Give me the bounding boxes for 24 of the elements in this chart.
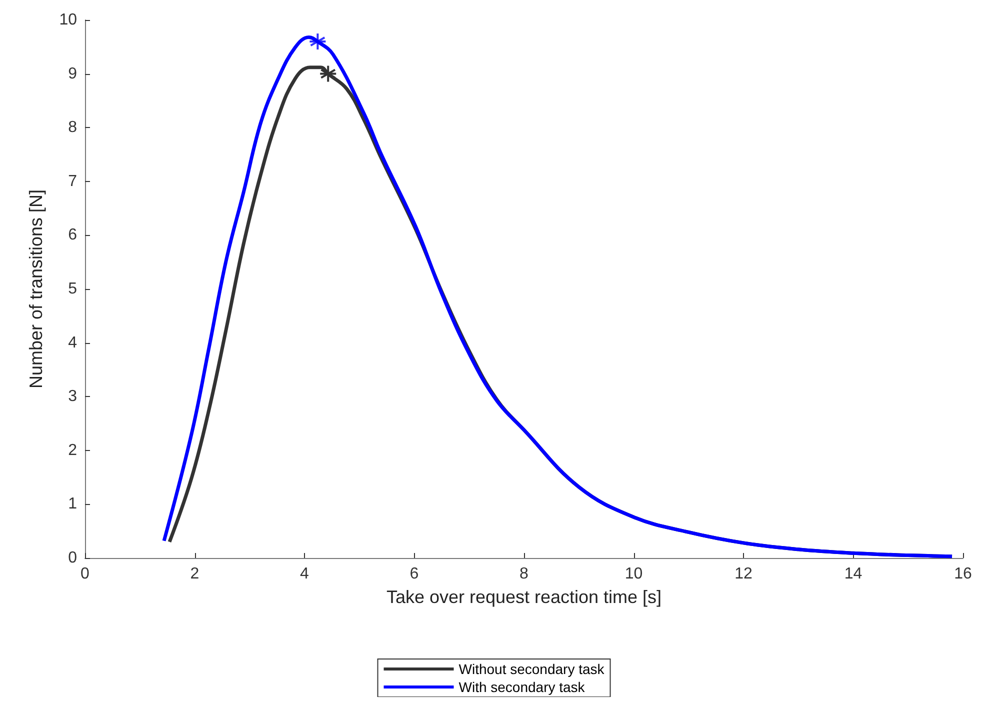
y-tick-label: 8 bbox=[68, 119, 78, 136]
x-tick-label: 6 bbox=[410, 566, 419, 582]
y-tick-label: 10 bbox=[59, 12, 78, 28]
y-tick-label: 1 bbox=[68, 496, 78, 513]
legend-label: Without secondary task bbox=[458, 661, 606, 677]
x-tick-label: 4 bbox=[300, 566, 310, 582]
y-tick-label: 7 bbox=[68, 172, 78, 190]
legend-label: With secondary task bbox=[458, 679, 586, 695]
x-tick-label: 12 bbox=[734, 566, 752, 582]
y-tick-label: 9 bbox=[68, 65, 78, 82]
x-tick-label: 10 bbox=[624, 566, 643, 582]
y-tick-label: 5 bbox=[68, 280, 78, 298]
y-tick-label: 4 bbox=[68, 334, 78, 352]
y-axis-title: Number of transitions [N] bbox=[26, 189, 46, 389]
x-axis-title: Take over request reaction time [s] bbox=[386, 587, 662, 607]
x-tick-label: 16 bbox=[954, 566, 972, 582]
y-tick-label: 6 bbox=[68, 226, 78, 244]
y-tick-label: 3 bbox=[68, 388, 78, 406]
x-tick-label: 0 bbox=[80, 566, 90, 582]
y-tick-label: 0 bbox=[68, 550, 78, 566]
y-tick-label: 2 bbox=[68, 442, 78, 459]
x-tick-label: 2 bbox=[190, 566, 200, 582]
x-tick-label: 8 bbox=[520, 566, 529, 582]
x-tick-label: 14 bbox=[844, 566, 862, 582]
